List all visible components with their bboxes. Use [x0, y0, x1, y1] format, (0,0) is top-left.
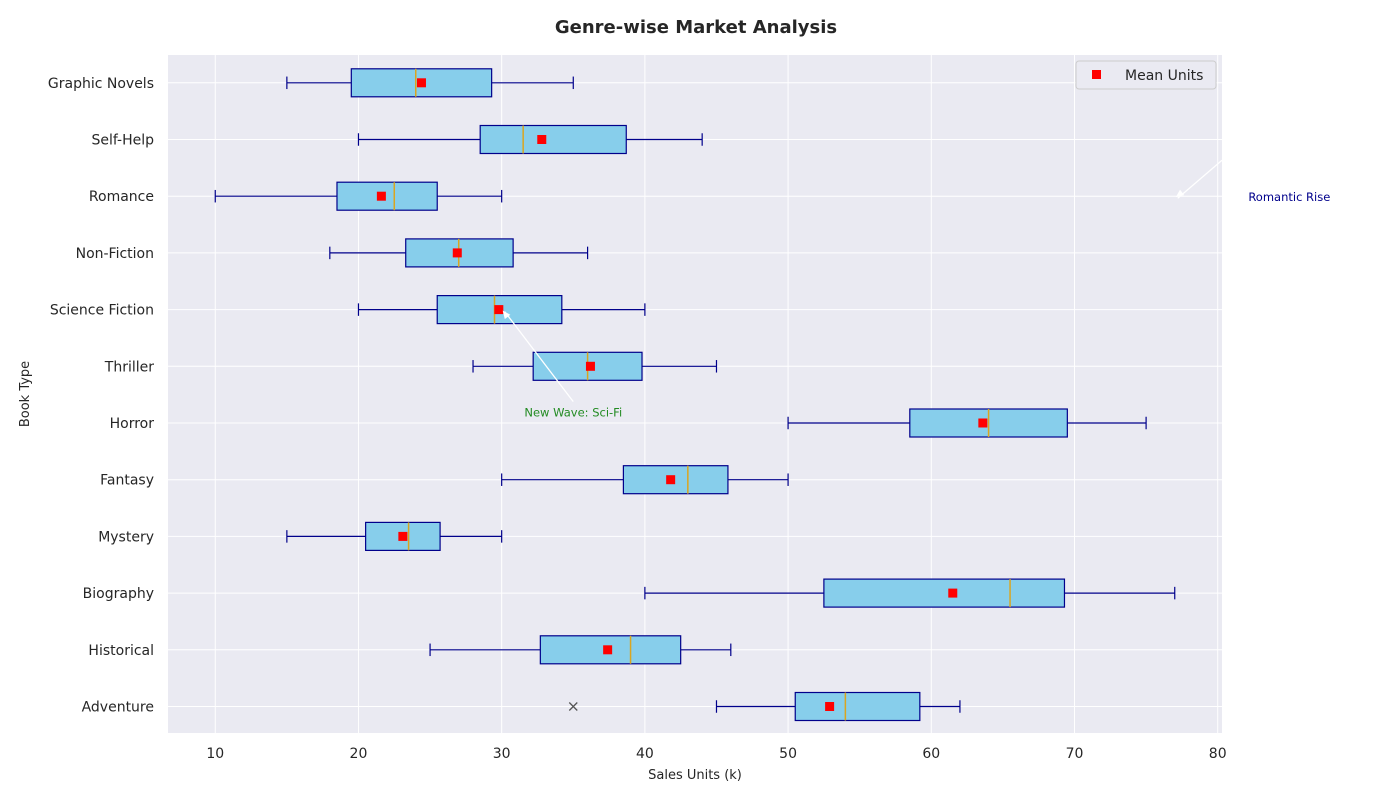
- mean-marker: [585, 361, 595, 371]
- y-tick-label: Biography: [83, 586, 154, 602]
- mean-marker: [416, 78, 426, 88]
- mean-marker: [376, 191, 386, 201]
- mean-marker: [825, 702, 835, 711]
- box-group-horror: [787, 408, 1147, 438]
- x-tick-label: 10: [206, 746, 224, 762]
- box-iqr: [336, 181, 438, 211]
- box-group-historical: [429, 635, 732, 665]
- box-group-non-fiction: [329, 238, 589, 268]
- mean-marker: [666, 475, 676, 485]
- y-tick-label: Horror: [110, 416, 155, 432]
- legend-box: [1075, 60, 1217, 90]
- box-group-mystery: [286, 521, 503, 552]
- box-group-fantasy: [501, 465, 789, 495]
- annotation-text: New Wave: Sci-Fi: [524, 406, 622, 420]
- x-tick-label: 40: [636, 746, 654, 762]
- y-tick-label: Science Fiction: [50, 303, 154, 319]
- mean-marker: [978, 418, 988, 428]
- box-group-graphic-novels: [286, 68, 574, 98]
- annotation-romantic-rise: Romantic Rise: [1175, 159, 1330, 204]
- x-axis-ticks: 10 20 30 40 50 60 70 80: [206, 746, 1226, 762]
- annotation-arrow: [1177, 159, 1223, 199]
- box-iqr: [794, 691, 921, 722]
- box-group-biography: [644, 578, 1176, 608]
- box-iqr: [622, 465, 729, 495]
- box-iqr: [479, 124, 627, 155]
- mean-marker: [948, 588, 958, 598]
- y-axis-label: Book Type: [18, 361, 33, 427]
- y-tick-label: Fantasy: [100, 473, 154, 489]
- y-tick-label: Historical: [88, 643, 154, 659]
- mean-marker: [494, 305, 504, 315]
- y-tick-label: Graphic Novels: [48, 76, 154, 92]
- mean-marker: [603, 645, 613, 655]
- chart-title: Genre-wise Market Analysis: [555, 17, 837, 38]
- legend-label-mean: Mean Units: [1125, 68, 1203, 84]
- annotation-arrowhead: [1175, 189, 1185, 198]
- box-group-romance: [214, 181, 503, 211]
- box-iqr: [823, 578, 1066, 608]
- y-tick-label: Mystery: [98, 529, 154, 545]
- box-group-adventure: [568, 691, 961, 722]
- x-tick-label: 30: [493, 746, 511, 762]
- box-group-science-fiction: [357, 295, 646, 325]
- legend: Mean Units: [1075, 60, 1217, 90]
- boxes-layer: [214, 68, 1176, 722]
- annotation-arrow: [504, 311, 574, 403]
- x-axis-label: Sales Units (k): [648, 768, 742, 783]
- annotation-text: Romantic Rise: [1248, 190, 1330, 204]
- y-tick-label: Self-Help: [91, 133, 154, 149]
- x-tick-label: 80: [1209, 746, 1227, 762]
- annotation-arrowhead: [502, 310, 511, 320]
- x-tick-label: 60: [922, 746, 940, 762]
- x-tick-label: 20: [350, 746, 368, 762]
- annotation-new-wave-sci-fi: New Wave: Sci-Fi: [502, 310, 622, 420]
- box-group-thriller: [472, 351, 718, 381]
- legend-marker-mean: [1092, 70, 1101, 79]
- mean-marker: [452, 248, 462, 258]
- y-tick-label: Thriller: [104, 359, 154, 375]
- y-tick-label: Adventure: [82, 700, 154, 716]
- x-tick-label: 50: [779, 746, 797, 762]
- y-axis-ticks: Adventure Historical Biography Mystery Fanta…: [48, 76, 154, 716]
- plot-background: [168, 55, 1222, 733]
- y-tick-label: Non-Fiction: [76, 246, 154, 262]
- x-tick-label: 70: [1066, 746, 1084, 762]
- annotations-layer: New Wave: Sci-Fi Romantic Rise: [502, 159, 1330, 420]
- mean-marker: [537, 135, 547, 144]
- box-group-self-help: [357, 124, 703, 155]
- outlier-marker: [568, 702, 578, 711]
- y-tick-label: Romance: [89, 189, 154, 205]
- mean-marker: [398, 531, 408, 541]
